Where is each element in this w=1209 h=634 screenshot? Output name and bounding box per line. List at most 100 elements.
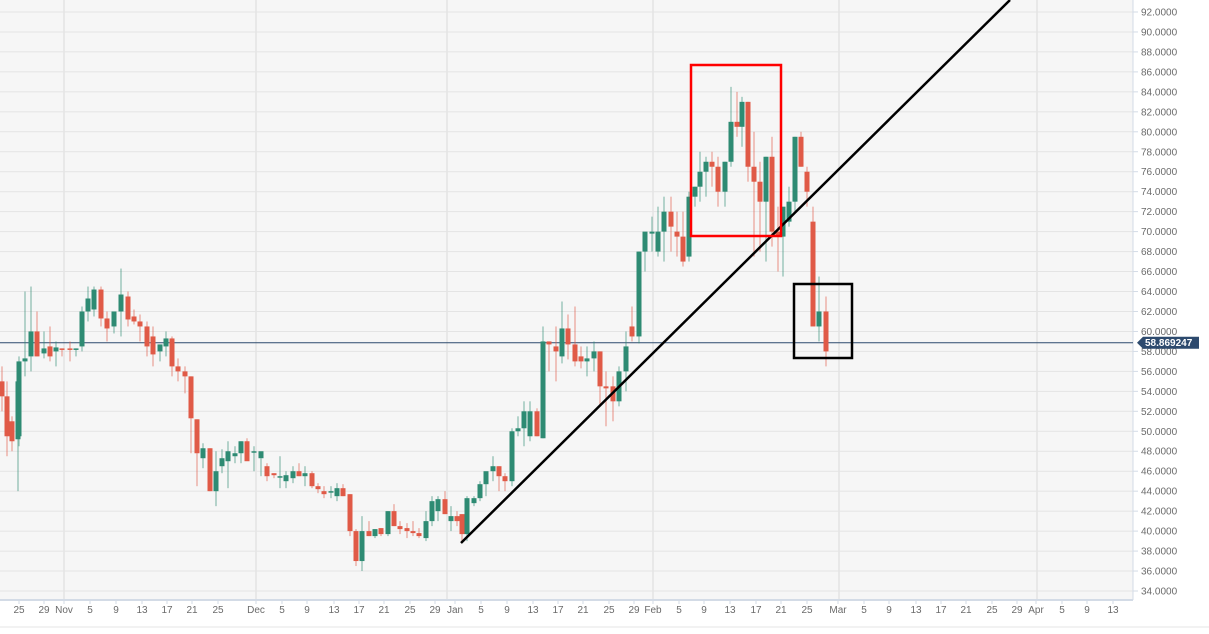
trendline [460,0,1011,544]
y-tick-label: 58.0000 [1141,347,1178,358]
candle-body [321,491,327,495]
x-tick-label: 29 [1011,605,1023,616]
candle-body [722,161,728,192]
candle-body [125,296,131,320]
x-tick-label: 17 [552,605,564,616]
candle [674,211,680,257]
y-tick-label: 78.0000 [1141,147,1178,158]
candle [629,306,635,342]
candle [378,528,384,537]
candle [423,511,429,542]
candle [572,306,578,367]
x-tick-label: 13 [724,605,736,616]
candle-body [104,318,110,329]
x-tick-label: 13 [910,605,922,616]
x-tick-label: 17 [353,605,365,616]
x-tick-label: 17 [935,605,947,616]
y-tick-label: 54.0000 [1141,387,1178,398]
candle-body [527,411,533,437]
candle-body [0,381,5,397]
candle [290,466,296,484]
candle [194,419,200,487]
x-tick-label: 21 [960,605,972,616]
candle [131,309,137,325]
candle [91,286,97,317]
candle-body [200,448,206,459]
candle [4,381,10,457]
candle [0,366,5,412]
x-tick-label: 5 [279,605,285,616]
candle [471,496,477,507]
x-axis-labels: 25 29 Nov 5 9 13 17 21 25 Dec 5 9 13 17 21 25 29 Jan 5 9 13 1… [13,600,1119,616]
candle-body [340,488,346,497]
candle-body [73,348,79,350]
candle-body [798,136,804,167]
candle [366,521,372,537]
candle [144,321,150,357]
candle [435,496,441,522]
candle-body [85,298,91,312]
candle-body [540,341,546,439]
candle [321,486,327,499]
candle-body [144,326,150,347]
candle-body [572,344,578,362]
candle-body [775,231,781,237]
candle [200,443,206,469]
candle [207,448,213,492]
candle [53,341,59,367]
candle [182,366,188,394]
candle-body [182,371,188,377]
candle [125,291,131,327]
candle [661,196,667,262]
candle [649,216,655,252]
candle [67,341,73,362]
candle [459,514,465,542]
candle [347,494,353,537]
candle-body [366,531,372,537]
candle [79,306,85,352]
candle [264,463,270,482]
y-tick-label: 48.0000 [1141,447,1178,458]
x-tick-label: 25 [13,605,25,616]
candle-body [435,499,441,512]
candle-body [769,156,775,232]
candle [483,471,489,497]
candle-body [559,328,565,357]
candle-body [483,471,489,485]
candle [157,344,163,362]
candle-body [315,486,321,490]
candle [780,206,786,277]
candle [697,151,703,202]
candle-body [490,466,496,472]
x-tick-label: 21 [186,605,198,616]
candle-body [477,484,483,499]
y-tick-label: 62.0000 [1141,307,1178,318]
y-tick-label: 56.0000 [1141,367,1178,378]
candle-body [328,491,334,493]
y-tick-label: 44.0000 [1141,487,1178,498]
candle-body [636,251,642,337]
candle [490,456,496,482]
candle [680,211,686,267]
candle [22,291,28,377]
y-tick-label: 40.0000 [1141,527,1178,538]
candle-body [302,473,308,477]
candle [636,251,642,344]
candle [219,449,225,474]
candle-body [410,531,416,534]
candle [703,156,709,197]
candle [692,186,698,207]
candle [515,416,521,437]
candle [232,446,238,464]
y-tick-label: 34.0000 [1141,587,1178,598]
candle [668,196,674,252]
candle-body [804,171,810,192]
candle [597,351,603,407]
candle [16,356,22,447]
candle-body [745,101,751,167]
x-tick-label: 25 [603,605,615,616]
candle-body [238,441,244,454]
x-tick-label: 29 [38,605,50,616]
candle [553,326,559,382]
y-tick-label: 76.0000 [1141,167,1178,178]
